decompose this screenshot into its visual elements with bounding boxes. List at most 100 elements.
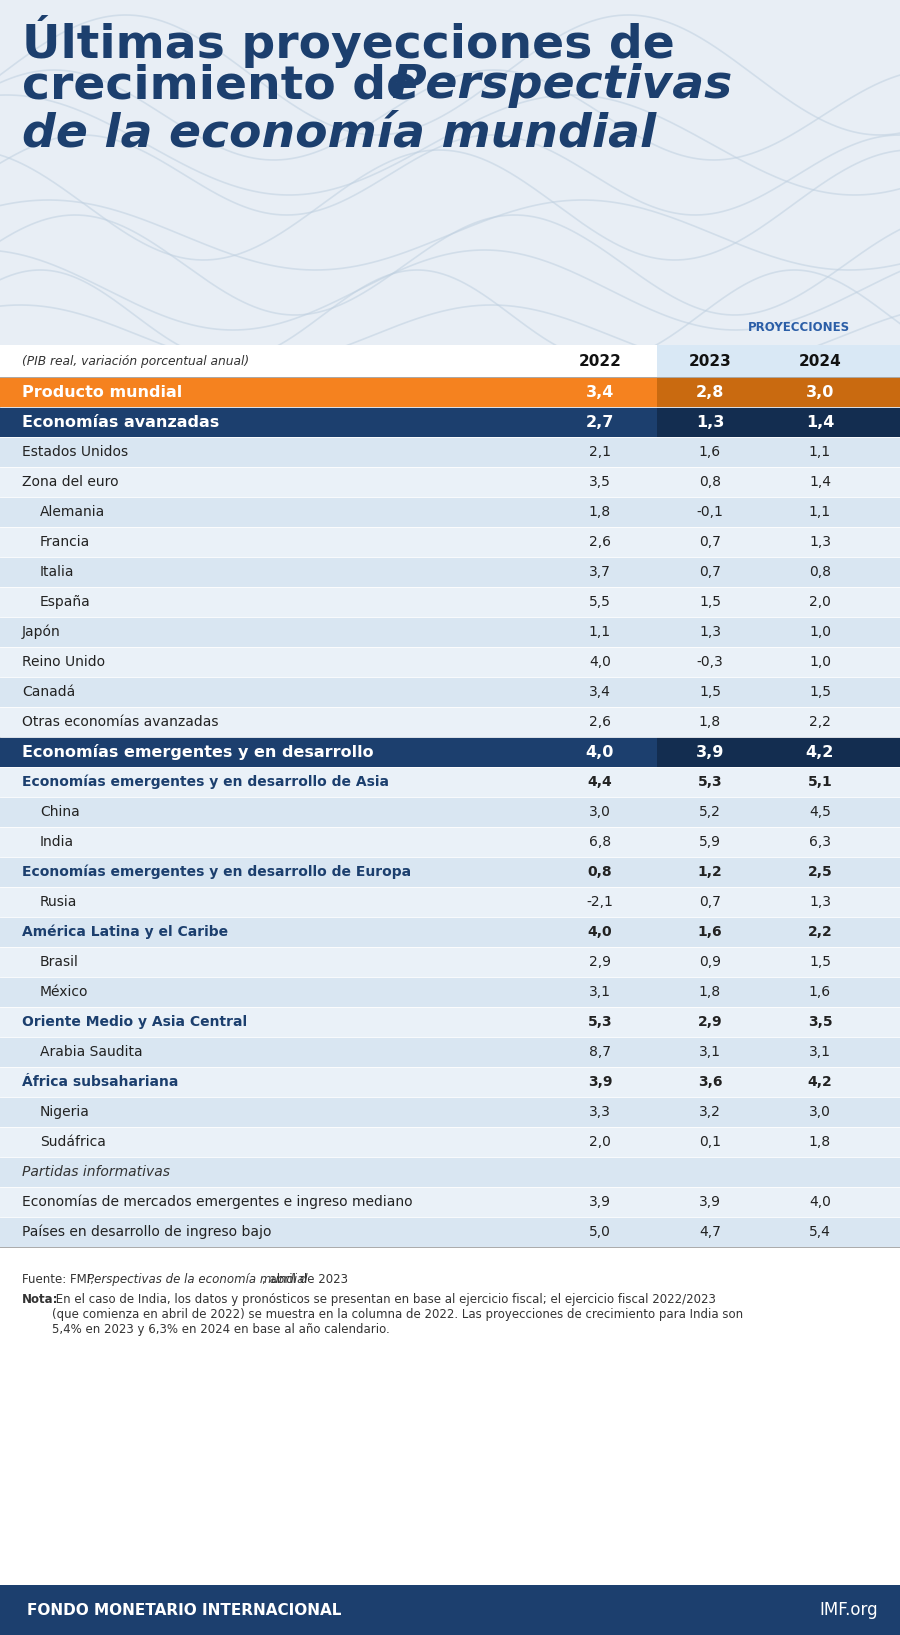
Text: 1,2: 1,2 xyxy=(698,865,723,880)
Text: 3,0: 3,0 xyxy=(809,1105,831,1118)
Text: 2,2: 2,2 xyxy=(809,714,831,729)
Bar xyxy=(0,526,900,558)
Bar xyxy=(0,1127,900,1158)
Text: 5,3: 5,3 xyxy=(588,1015,612,1028)
Bar xyxy=(0,437,900,468)
Text: 1,6: 1,6 xyxy=(809,984,831,999)
Text: Producto mundial: Producto mundial xyxy=(22,384,182,399)
Text: África subsahariana: África subsahariana xyxy=(22,1074,178,1089)
Text: España: España xyxy=(40,595,91,608)
Bar xyxy=(0,497,900,526)
Text: 4,0: 4,0 xyxy=(590,656,611,669)
Text: 1,3: 1,3 xyxy=(699,625,721,639)
Text: 5,5: 5,5 xyxy=(590,595,611,608)
Bar xyxy=(0,796,900,827)
Text: 3,9: 3,9 xyxy=(588,1074,612,1089)
Text: 3,6: 3,6 xyxy=(698,1074,722,1089)
Text: México: México xyxy=(40,984,88,999)
Text: 5,2: 5,2 xyxy=(699,804,721,819)
Bar xyxy=(0,978,900,1007)
Text: 1,8: 1,8 xyxy=(809,1135,831,1149)
Text: Oriente Medio y Asia Central: Oriente Medio y Asia Central xyxy=(22,1015,248,1028)
Bar xyxy=(0,558,900,587)
Text: 1,5: 1,5 xyxy=(809,685,831,700)
Text: -2,1: -2,1 xyxy=(587,894,614,909)
Text: 4,0: 4,0 xyxy=(809,1195,831,1208)
Text: Nota:: Nota: xyxy=(22,1293,58,1306)
Text: 2,0: 2,0 xyxy=(809,595,831,608)
Bar xyxy=(0,917,900,947)
Text: 0,8: 0,8 xyxy=(588,865,612,880)
Text: 1,8: 1,8 xyxy=(699,714,721,729)
Text: 2,9: 2,9 xyxy=(698,1015,723,1028)
Bar xyxy=(0,1068,900,1097)
Text: 3,9: 3,9 xyxy=(696,744,725,760)
Text: 0,7: 0,7 xyxy=(699,535,721,549)
Text: 1,0: 1,0 xyxy=(809,625,831,639)
Text: 2,6: 2,6 xyxy=(589,535,611,549)
Text: , abril de 2023: , abril de 2023 xyxy=(262,1274,348,1287)
Text: Últimas proyecciones de: Últimas proyecciones de xyxy=(22,15,675,69)
Text: Arabia Saudita: Arabia Saudita xyxy=(40,1045,142,1059)
Bar xyxy=(657,407,900,437)
Bar xyxy=(0,706,900,737)
Text: de la economía mundial: de la economía mundial xyxy=(22,111,656,155)
Text: 1,8: 1,8 xyxy=(699,984,721,999)
Text: Economías emergentes y en desarrollo de Europa: Economías emergentes y en desarrollo de … xyxy=(22,865,411,880)
Text: 1,3: 1,3 xyxy=(809,894,831,909)
Text: Estados Unidos: Estados Unidos xyxy=(22,445,128,459)
Text: 4,2: 4,2 xyxy=(806,744,834,760)
Text: -0,1: -0,1 xyxy=(697,505,724,518)
Text: 1,1: 1,1 xyxy=(809,505,831,518)
Text: 3,5: 3,5 xyxy=(807,1015,833,1028)
Text: 3,0: 3,0 xyxy=(590,804,611,819)
Text: IMF.org: IMF.org xyxy=(819,1601,878,1619)
Text: Economías emergentes y en desarrollo: Economías emergentes y en desarrollo xyxy=(22,744,374,760)
Bar xyxy=(0,737,900,767)
Text: Alemania: Alemania xyxy=(40,505,105,518)
Text: 1,4: 1,4 xyxy=(809,476,831,489)
Text: 4,7: 4,7 xyxy=(699,1225,721,1239)
Text: 0,7: 0,7 xyxy=(699,894,721,909)
Text: India: India xyxy=(40,835,74,849)
Text: 2,9: 2,9 xyxy=(589,955,611,970)
Text: 3,9: 3,9 xyxy=(699,1195,721,1208)
Bar xyxy=(0,345,900,1248)
Bar xyxy=(0,407,900,437)
Text: 4,0: 4,0 xyxy=(586,744,614,760)
Text: Italia: Italia xyxy=(40,566,75,579)
Text: 3,7: 3,7 xyxy=(590,566,611,579)
Bar xyxy=(0,1584,900,1635)
Text: 5,0: 5,0 xyxy=(590,1225,611,1239)
Text: 3,5: 3,5 xyxy=(590,476,611,489)
Bar xyxy=(657,737,900,767)
Text: 2,7: 2,7 xyxy=(586,415,614,430)
Bar xyxy=(0,647,900,677)
Bar xyxy=(0,468,900,497)
Bar xyxy=(657,378,900,407)
Text: 2,5: 2,5 xyxy=(807,865,833,880)
Text: Zona del euro: Zona del euro xyxy=(22,476,119,489)
Text: Japón: Japón xyxy=(22,625,61,639)
Text: 1,1: 1,1 xyxy=(809,445,831,459)
Text: América Latina y el Caribe: América Latina y el Caribe xyxy=(22,925,228,938)
Bar xyxy=(0,827,900,857)
Text: 6,8: 6,8 xyxy=(589,835,611,849)
Text: 1,3: 1,3 xyxy=(809,535,831,549)
Text: 1,5: 1,5 xyxy=(699,685,721,700)
Text: 2022: 2022 xyxy=(579,353,621,368)
Text: 5,3: 5,3 xyxy=(698,775,723,790)
Text: Reino Unido: Reino Unido xyxy=(22,656,105,669)
Text: 2023: 2023 xyxy=(688,353,732,368)
Text: 3,1: 3,1 xyxy=(809,1045,831,1059)
Text: Brasil: Brasil xyxy=(40,955,79,970)
Text: 8,7: 8,7 xyxy=(589,1045,611,1059)
Bar xyxy=(0,1037,900,1068)
Text: Economías avanzadas: Economías avanzadas xyxy=(22,415,220,430)
Bar xyxy=(0,1007,900,1037)
Text: 1,5: 1,5 xyxy=(809,955,831,970)
Text: Perspectivas: Perspectivas xyxy=(392,64,733,108)
Text: 1,6: 1,6 xyxy=(698,925,723,938)
Text: 3,3: 3,3 xyxy=(590,1105,611,1118)
Text: 1,8: 1,8 xyxy=(589,505,611,518)
